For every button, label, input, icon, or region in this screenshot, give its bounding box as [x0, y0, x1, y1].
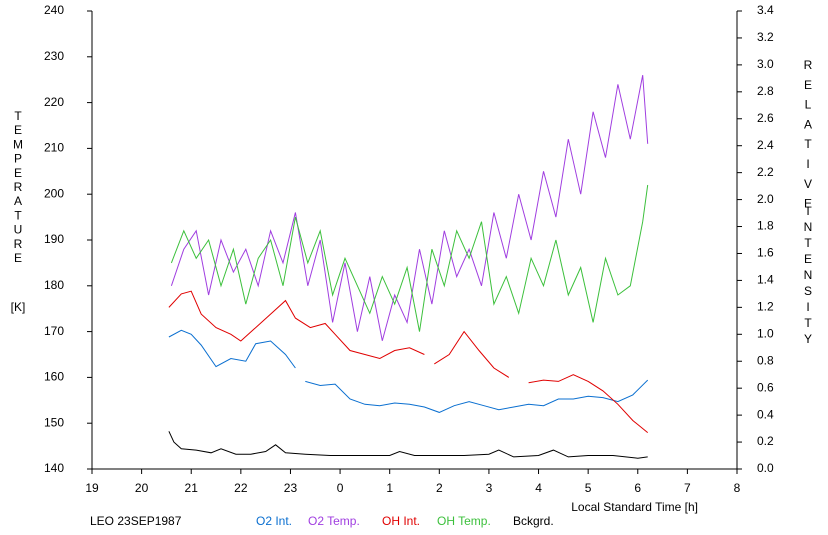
y-tick-label: 170: [44, 324, 64, 338]
series-line: [170, 75, 649, 341]
y-tick-label: 150: [44, 415, 64, 429]
x-tick-label: 23: [284, 481, 298, 495]
legend-entry: O2 Int.: [256, 514, 292, 528]
y2-tick-label: 0.0: [757, 461, 774, 475]
y-tick-label: 220: [44, 95, 64, 109]
y-tick-label: 160: [44, 370, 64, 384]
x-tick-label: 21: [185, 481, 199, 495]
y-tick-label: 230: [44, 49, 64, 63]
x-tick-label: 22: [234, 481, 248, 495]
y-tick-label: 210: [44, 141, 64, 155]
x-tick-label: 4: [535, 481, 542, 495]
y2-tick-label: 2.2: [757, 165, 774, 179]
y2-tick-label: 3.0: [757, 57, 774, 71]
x-tick-label: 5: [585, 481, 592, 495]
x-axis-label: Local Standard Time [h]: [571, 500, 698, 514]
y2-tick-label: 1.2: [757, 300, 774, 314]
y2-tick-label: 2.0: [757, 192, 774, 206]
x-tick-label: 1: [386, 481, 393, 495]
y2-tick-label: 2.6: [757, 111, 774, 125]
series-line: [170, 184, 649, 332]
legend-entry: Bckgrd.: [513, 514, 554, 528]
y-axis-unit: [K]: [11, 300, 26, 314]
series-line: [168, 329, 649, 413]
y2-tick-label: 0.6: [757, 380, 774, 394]
chart-label: LEO 23SEP1987: [90, 514, 182, 528]
y2-tick-label: 2.8: [757, 84, 774, 98]
series-line: [168, 431, 648, 459]
x-tick-label: 2: [436, 481, 443, 495]
y-tick-label: 200: [44, 186, 64, 200]
y2-tick-label: 3.4: [757, 3, 774, 17]
y2-tick-label: 1.6: [757, 246, 774, 260]
y2-tick-label: 1.4: [757, 273, 774, 287]
y2-tick-label: 2.4: [757, 138, 774, 152]
y-tick-label: 240: [44, 3, 64, 17]
x-tick-label: 0: [337, 481, 344, 495]
series-line: [168, 290, 649, 433]
x-tick-label: 19: [85, 481, 99, 495]
x-tick-label: 3: [486, 481, 493, 495]
x-tick-label: 20: [135, 481, 149, 495]
y2-tick-label: 1.0: [757, 326, 774, 340]
y2-tick-label: 3.2: [757, 30, 774, 44]
legend-entry: O2 Temp.: [308, 514, 360, 528]
y-tick-label: 140: [44, 461, 64, 475]
y2-tick-label: 0.8: [757, 353, 774, 367]
legend-entry: OH Int.: [382, 514, 420, 528]
x-tick-label: 8: [734, 481, 741, 495]
x-tick-label: 7: [684, 481, 691, 495]
y2-tick-label: 1.8: [757, 219, 774, 233]
legend-entry: OH Temp.: [437, 514, 491, 528]
y2-tick-label: 0.4: [757, 407, 774, 421]
y2-tick-label: 0.2: [757, 434, 774, 448]
y-tick-label: 180: [44, 278, 64, 292]
y-tick-label: 190: [44, 232, 64, 246]
x-tick-label: 6: [634, 481, 641, 495]
